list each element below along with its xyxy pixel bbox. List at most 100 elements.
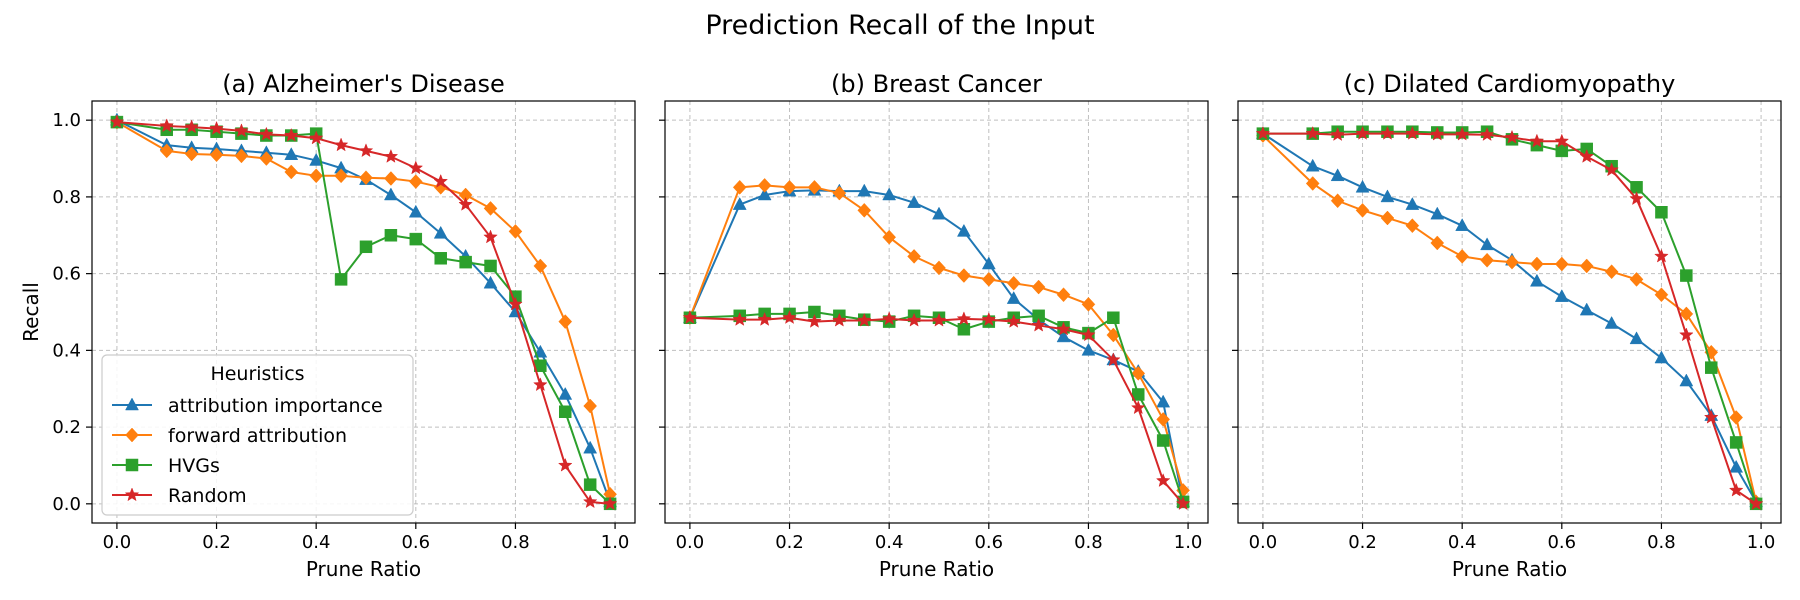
legend-marker xyxy=(125,427,139,443)
data-point xyxy=(1405,125,1420,140)
legend-box xyxy=(101,354,414,516)
data-point xyxy=(558,386,573,400)
y-tick-label: 0.8 xyxy=(52,187,81,208)
data-point xyxy=(1429,126,1445,141)
data-point xyxy=(1554,256,1569,272)
x-tick-label: 0.0 xyxy=(676,532,705,553)
data-point xyxy=(1629,331,1644,345)
legend-entry: attribution importance xyxy=(112,395,383,417)
grid xyxy=(1238,101,1781,523)
data-point xyxy=(1106,352,1121,367)
data-point xyxy=(283,127,299,142)
legend-label: HVGs xyxy=(168,455,220,477)
data-point xyxy=(234,123,249,138)
data-point xyxy=(459,255,472,269)
legend-label: Random xyxy=(168,485,247,507)
data-point xyxy=(1056,287,1071,303)
data-point xyxy=(484,259,497,273)
series-forward-attribution xyxy=(1256,128,1763,510)
data-point xyxy=(1654,350,1669,364)
data-point xyxy=(931,312,947,327)
panel-1: 0.0 0.2 0.4 0.6 0.8 1.0 0.0 0.2 0.4 0.6 0.8 1.0 (a) … xyxy=(19,70,636,581)
x-tick-label: 0.6 xyxy=(974,532,1003,553)
data-point xyxy=(1380,210,1395,226)
data-point xyxy=(1130,400,1146,415)
data-point xyxy=(1680,269,1693,282)
panels: 0.0 0.2 0.4 0.6 0.8 1.0 0.0 0.2 0.4 0.6 0.8 1.0 (a) … xyxy=(19,70,1782,581)
data-point xyxy=(1175,496,1191,511)
data-point xyxy=(1006,275,1021,291)
panel-title: (a) Alzheimer's Disease xyxy=(222,70,505,98)
data-point xyxy=(1555,144,1569,158)
series-line xyxy=(688,184,1185,491)
data-point xyxy=(882,229,897,245)
data-point xyxy=(383,187,398,201)
data-point xyxy=(1579,258,1594,274)
series-line xyxy=(116,121,611,505)
data-point xyxy=(807,179,822,195)
data-point xyxy=(881,311,897,326)
y-tick-label: 0.0 xyxy=(52,494,81,515)
data-point xyxy=(1031,279,1046,295)
series-line xyxy=(1262,132,1757,503)
data-point xyxy=(1056,329,1071,343)
data-point xyxy=(907,249,921,264)
data-point xyxy=(333,137,349,152)
data-point xyxy=(1530,256,1544,272)
data-point xyxy=(384,229,398,242)
data-point xyxy=(1629,191,1644,206)
data-point xyxy=(234,148,249,164)
x-tick-label: 0.0 xyxy=(1249,532,1278,553)
legend-entry: Random xyxy=(112,485,247,507)
data-point xyxy=(832,312,847,327)
x-axis-label: Prune Ratio xyxy=(1452,557,1567,581)
data-point xyxy=(1380,125,1395,140)
data-point xyxy=(184,146,199,162)
x-tick-label: 0.8 xyxy=(501,532,530,553)
data-point xyxy=(981,272,996,287)
data-point xyxy=(732,197,747,210)
data-point xyxy=(757,178,772,193)
data-point xyxy=(1305,176,1320,191)
series-random xyxy=(109,114,618,511)
data-point xyxy=(1056,321,1071,336)
data-point xyxy=(602,496,618,511)
data-point xyxy=(1705,361,1718,374)
data-point xyxy=(957,323,971,336)
data-point xyxy=(557,457,573,472)
legend-entry: forward attribution xyxy=(112,425,347,447)
data-point xyxy=(359,240,373,254)
data-point xyxy=(1579,148,1595,163)
data-point xyxy=(1729,459,1744,473)
data-point xyxy=(408,204,423,218)
data-point xyxy=(508,224,523,239)
data-point xyxy=(782,310,797,324)
data-point xyxy=(1430,235,1445,251)
x-tick-label: 1.0 xyxy=(601,532,630,553)
figure-title: Prediction Recall of the Input xyxy=(705,10,1094,41)
data-point xyxy=(1629,272,1644,287)
data-point xyxy=(732,179,747,195)
data-point xyxy=(1405,218,1420,234)
data-point xyxy=(857,183,872,197)
x-axis-label: Prune Ratio xyxy=(306,557,421,581)
data-point xyxy=(533,377,548,392)
data-point xyxy=(309,152,324,166)
panel-3: 0.0 0.2 0.4 0.6 0.8 1.0 (c) Dilated Cardiomyop… xyxy=(1232,70,1782,581)
data-point xyxy=(1748,496,1764,511)
x-tick-label: 0.8 xyxy=(1647,532,1676,553)
x-tick-label: 0.4 xyxy=(1448,532,1477,553)
data-point xyxy=(1505,254,1519,270)
x-tick-label: 1.0 xyxy=(1174,532,1203,553)
data-point xyxy=(1703,409,1719,424)
data-point xyxy=(1081,342,1096,356)
data-point xyxy=(1729,410,1744,425)
data-point xyxy=(1380,189,1395,203)
data-point xyxy=(334,273,348,286)
data-point xyxy=(209,120,224,135)
x-tick-label: 0.4 xyxy=(875,532,904,553)
data-point xyxy=(508,296,523,311)
data-point xyxy=(1480,237,1495,251)
data-point xyxy=(1654,287,1669,303)
data-point xyxy=(1355,125,1370,140)
